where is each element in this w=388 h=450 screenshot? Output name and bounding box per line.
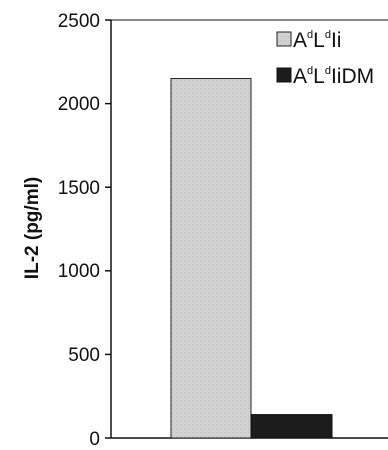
legend-label-adldiidm: AdLdIiDM [293,65,374,88]
legend-swatch-adldii [276,31,292,47]
y-tick-label: 2500 [58,11,100,32]
bar-adldii [170,78,252,439]
legend-label-adldii: AdLdIi [293,29,341,52]
y-axis-title: IL-2 (pg/ml) [22,177,43,279]
y-tick-label: 500 [68,345,100,366]
y-tick-label: 0 [89,429,100,450]
y-tick-label: 1000 [58,261,100,282]
y-tick-label: 1500 [58,178,100,199]
legend: AdLdIi AdLdIiDM [276,29,374,88]
y-tick-label: 2000 [58,94,100,115]
bar-adldiidm [250,414,333,439]
legend-swatch-adldiidm [276,67,292,83]
